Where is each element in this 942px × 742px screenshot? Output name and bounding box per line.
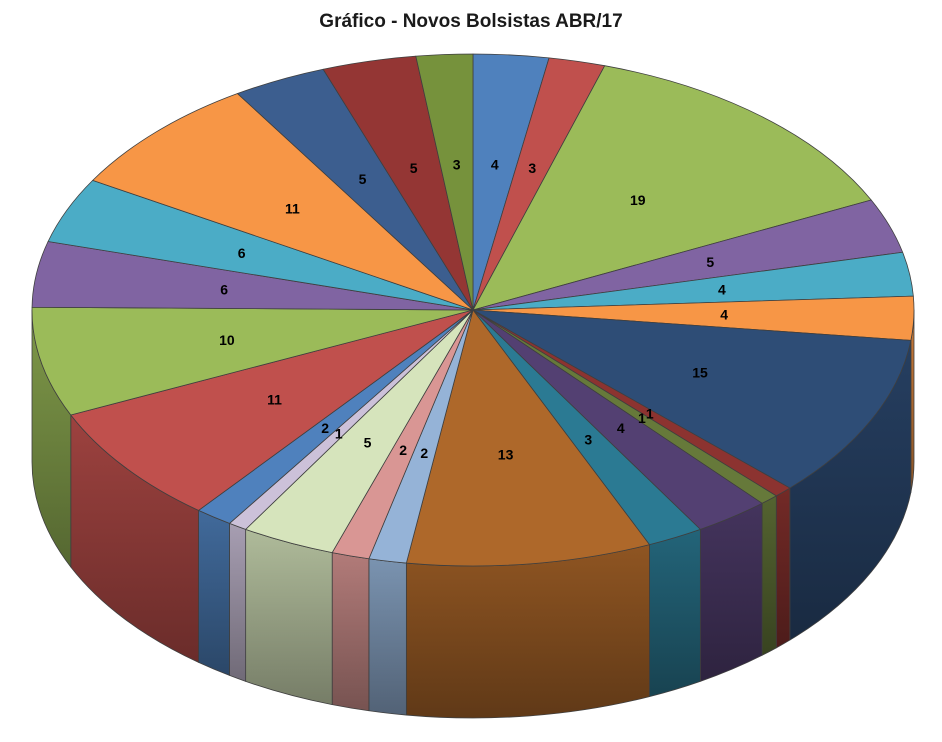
slice-value-label: 15 (692, 365, 708, 381)
slice-value-label: 11 (267, 392, 282, 408)
pie-slice (472, 309, 912, 489)
pie-slice (472, 65, 872, 311)
slice-value-label: 5 (364, 434, 372, 450)
slice-value-label: 11 (285, 201, 300, 217)
slice-value-label: 4 (720, 307, 728, 323)
slice-value-label: 1 (638, 410, 646, 426)
pie-slice (70, 309, 474, 511)
slice-value-label: 6 (238, 245, 246, 261)
pie-faces (31, 53, 915, 567)
slice-value-label: 4 (491, 157, 499, 173)
pie-slice (31, 306, 474, 416)
slice-value-label: 3 (453, 156, 461, 172)
slice-value-label: 10 (219, 332, 235, 348)
pie-slice-wall (699, 502, 763, 682)
pie-slice-wall (198, 510, 230, 676)
pie-slice-wall (761, 495, 777, 656)
pie-slice-wall (331, 552, 370, 712)
pie-slice (415, 53, 474, 311)
pie-slice-wall (368, 558, 407, 716)
pie-walls (31, 309, 915, 719)
slice-value-label: 1 (646, 406, 654, 422)
chart-title: Gráfico - Novos Bolsistas ABR/17 (319, 11, 623, 32)
pie-slice (92, 93, 474, 311)
slice-value-label: 4 (718, 282, 726, 298)
slice-value-label: 2 (420, 445, 428, 461)
pie-slice-wall (229, 523, 247, 682)
pie-slice-wall (775, 487, 791, 649)
slice-value-label: 3 (584, 432, 592, 448)
slice-value-label: 2 (321, 420, 329, 436)
slice-value-label: 13 (498, 447, 514, 463)
slice-value-label: 1 (335, 425, 343, 441)
pie-slice-wall (649, 528, 701, 698)
slice-value-label: 2 (399, 442, 407, 458)
pie-slice-wall (405, 544, 650, 719)
pie-slice (405, 309, 650, 567)
slice-value-label: 5 (359, 171, 367, 187)
pie-slice-wall (245, 528, 333, 705)
slice-value-label: 4 (617, 420, 625, 436)
slice-value-label: 5 (706, 254, 714, 270)
slice-value-label: 3 (528, 160, 536, 176)
slice-value-label: 19 (630, 192, 646, 208)
slice-value-label: 6 (220, 282, 228, 298)
slice-value-label: 5 (410, 160, 418, 176)
